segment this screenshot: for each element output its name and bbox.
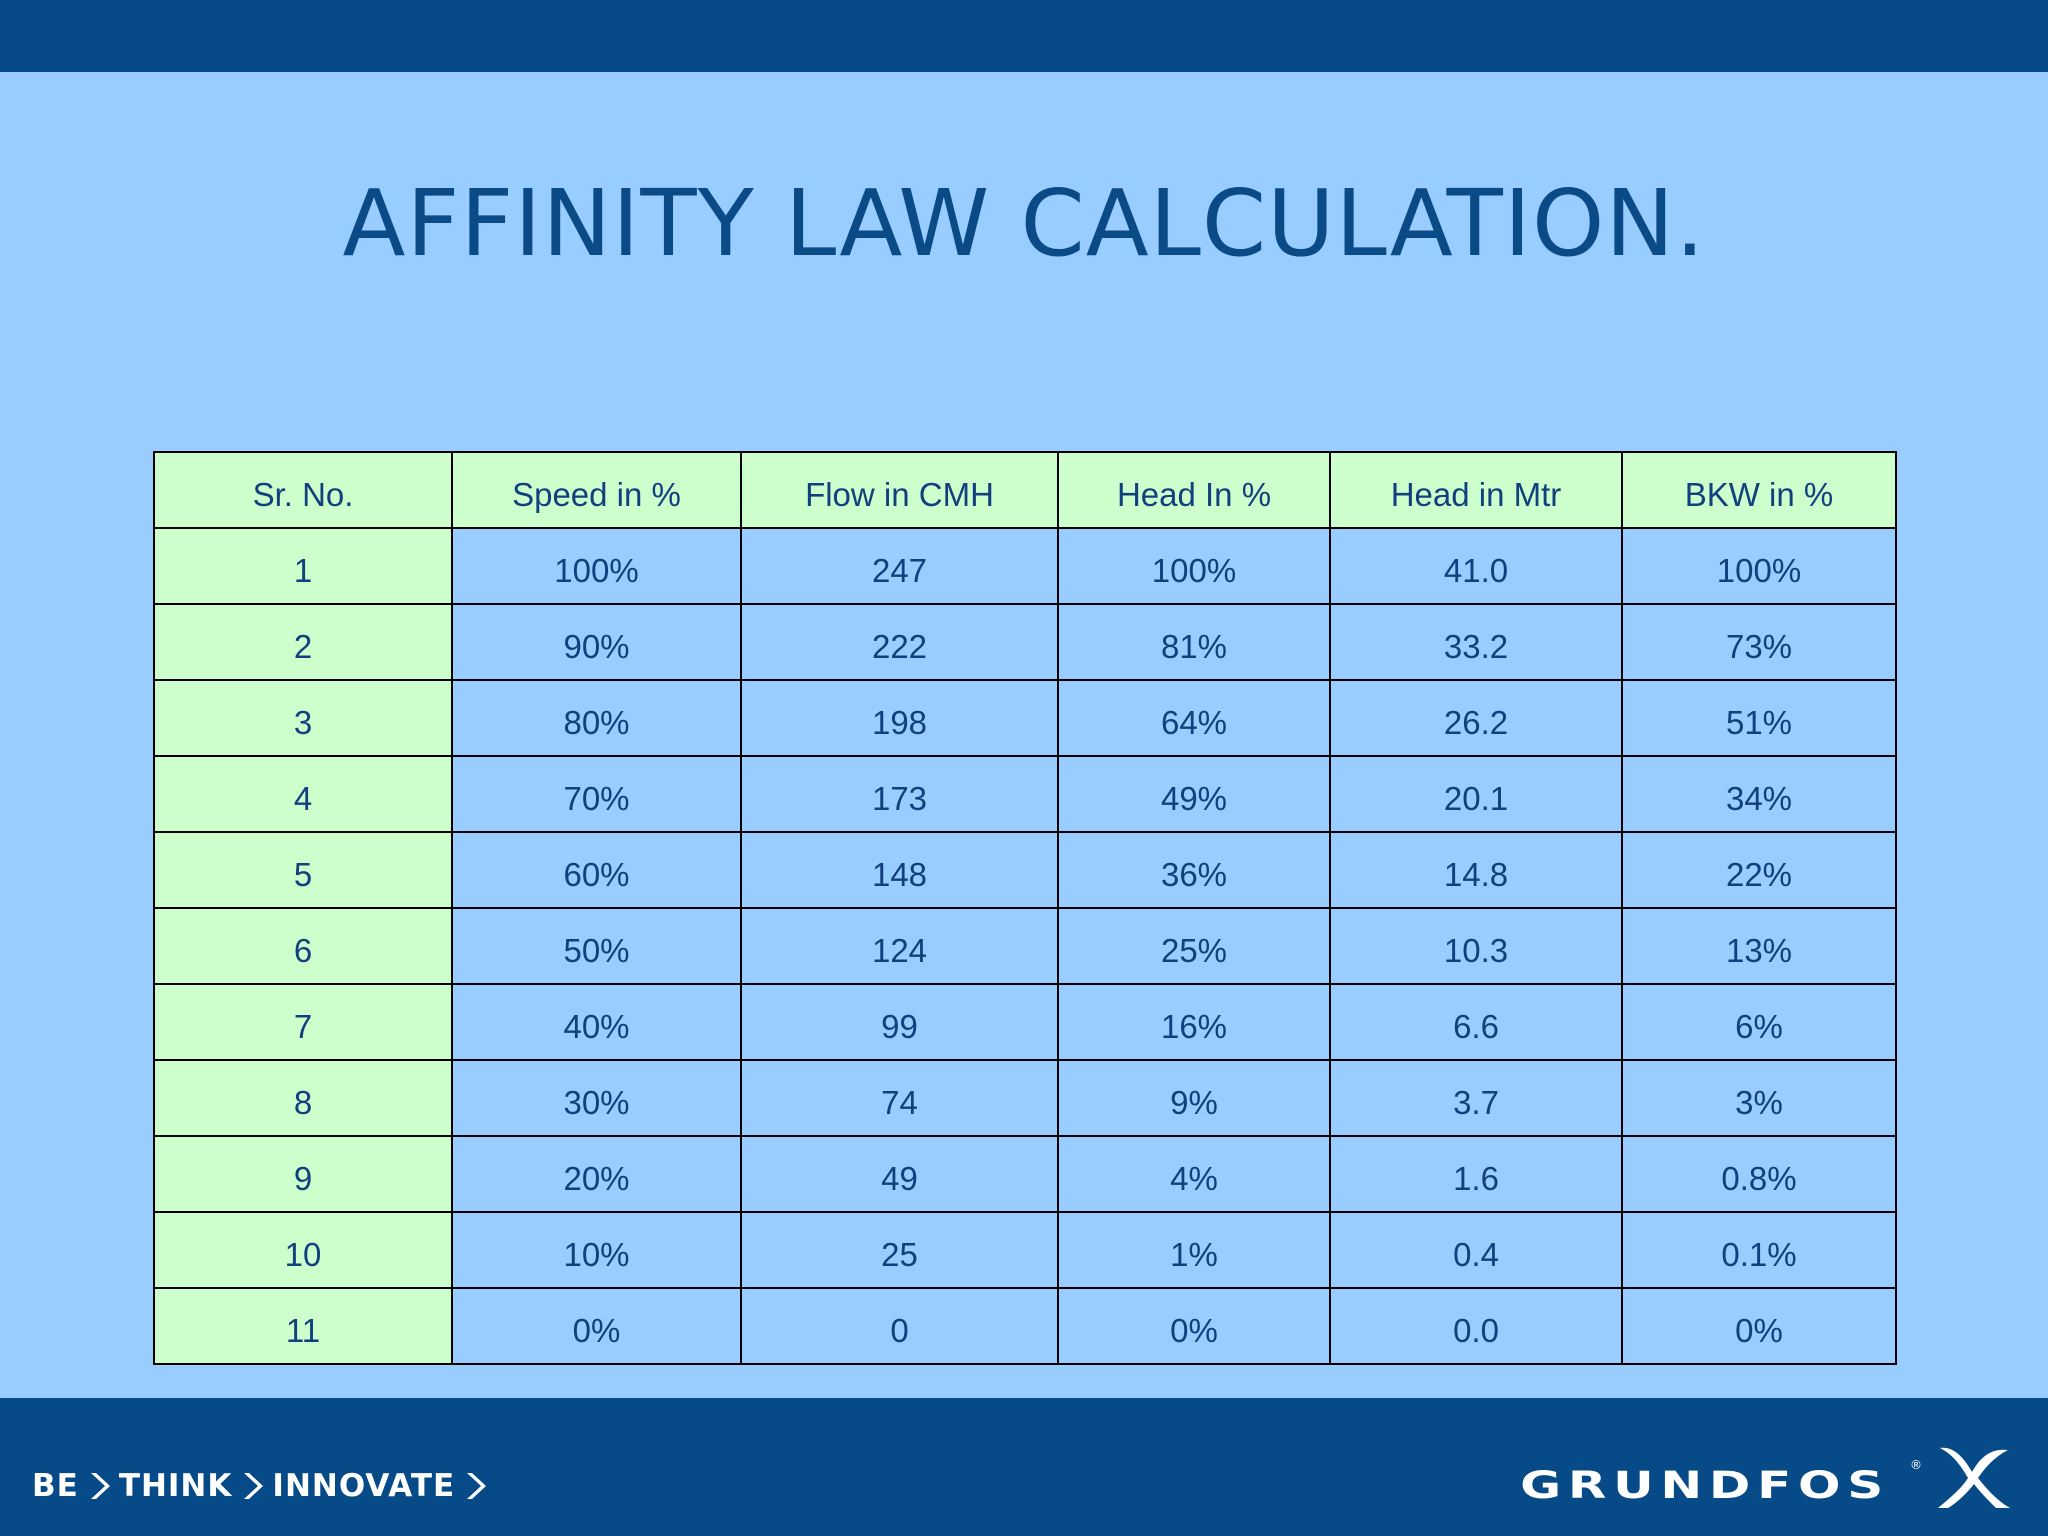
cell-head-percent: 36% [1057,831,1331,909]
grundfos-x-icon [1938,1447,2010,1508]
cell-head-percent: 0% [1057,1287,1331,1365]
header-speed: Speed in % [451,451,742,529]
cell-head-mtr: 0.0 [1329,1287,1623,1365]
logo-wordmark: GRUNDFOS [1520,1464,1890,1507]
cell-head-percent: 49% [1057,755,1331,833]
tagline-think: THINK [118,1468,233,1504]
cell-head-mtr: 41.0 [1329,527,1623,605]
cell-flow: 222 [740,603,1059,681]
header-bkw: BKW in % [1621,451,1897,529]
cell-flow: 74 [740,1059,1059,1137]
cell-bkw: 34% [1621,755,1897,833]
cell-speed: 60% [451,831,742,909]
header-sr-no: Sr. No. [153,451,453,529]
table-row: 9 20% 49 4% 1.6 0.8% [153,1135,1897,1213]
table-row: 10 10% 25 1% 0.4 0.1% [153,1211,1897,1289]
cell-head-mtr: 20.1 [1329,755,1623,833]
cell-bkw: 6% [1621,983,1897,1061]
cell-flow: 25 [740,1211,1059,1289]
chevron-right-icon [90,1473,110,1499]
table-row: 5 60% 148 36% 14.8 22% [153,831,1897,909]
cell-sr-no: 4 [153,755,453,833]
cell-sr-no: 1 [153,527,453,605]
table-row: 3 80% 198 64% 26.2 51% [153,679,1897,757]
cell-head-mtr: 26.2 [1329,679,1623,757]
cell-head-percent: 4% [1057,1135,1331,1213]
cell-speed: 80% [451,679,742,757]
cell-bkw: 13% [1621,907,1897,985]
bottom-banner [0,1398,2048,1536]
header-head-mtr: Head in Mtr [1329,451,1623,529]
cell-bkw: 73% [1621,603,1897,681]
cell-sr-no: 2 [153,603,453,681]
cell-head-percent: 64% [1057,679,1331,757]
table-row: 2 90% 222 81% 33.2 73% [153,603,1897,681]
cell-sr-no: 5 [153,831,453,909]
cell-bkw: 22% [1621,831,1897,909]
table-row: 4 70% 173 49% 20.1 34% [153,755,1897,833]
cell-head-mtr: 33.2 [1329,603,1623,681]
cell-head-mtr: 14.8 [1329,831,1623,909]
cell-speed: 0% [451,1287,742,1365]
cell-flow: 49 [740,1135,1059,1213]
cell-head-percent: 25% [1057,907,1331,985]
cell-sr-no: 7 [153,983,453,1061]
cell-speed: 90% [451,603,742,681]
cell-head-percent: 1% [1057,1211,1331,1289]
cell-sr-no: 8 [153,1059,453,1137]
cell-sr-no: 9 [153,1135,453,1213]
cell-sr-no: 11 [153,1287,453,1365]
cell-bkw: 0.8% [1621,1135,1897,1213]
cell-flow: 173 [740,755,1059,833]
cell-speed: 20% [451,1135,742,1213]
cell-flow: 99 [740,983,1059,1061]
cell-head-percent: 81% [1057,603,1331,681]
cell-flow: 124 [740,907,1059,985]
cell-flow: 0 [740,1287,1059,1365]
cell-bkw: 51% [1621,679,1897,757]
cell-flow: 148 [740,831,1059,909]
cell-head-mtr: 3.7 [1329,1059,1623,1137]
table-header-row: Sr. No. Speed in % Flow in CMH Head In %… [153,451,1897,529]
cell-head-percent: 9% [1057,1059,1331,1137]
cell-sr-no: 10 [153,1211,453,1289]
cell-head-mtr: 6.6 [1329,983,1623,1061]
cell-speed: 70% [451,755,742,833]
slide-title: AFFINITY LAW CALCULATION. [342,170,1706,277]
cell-speed: 40% [451,983,742,1061]
cell-head-mtr: 1.6 [1329,1135,1623,1213]
tagline-innovate: INNOVATE [272,1468,456,1504]
header-head-percent: Head In % [1057,451,1331,529]
header-flow: Flow in CMH [740,451,1059,529]
table-row: 8 30% 74 9% 3.7 3% [153,1059,1897,1137]
cell-speed: 30% [451,1059,742,1137]
grundfos-logo: GRUNDFOS ® [1520,1432,2014,1512]
chevron-right-icon [467,1473,487,1499]
affinity-table: Sr. No. Speed in % Flow in CMH Head In %… [153,451,1897,1365]
cell-speed: 10% [451,1211,742,1289]
tagline-be: BE [32,1468,79,1504]
cell-bkw: 100% [1621,527,1897,605]
cell-head-percent: 16% [1057,983,1331,1061]
cell-speed: 100% [451,527,742,605]
tagline: BE THINK INNOVATE [32,1466,487,1506]
cell-bkw: 3% [1621,1059,1897,1137]
cell-head-mtr: 10.3 [1329,907,1623,985]
cell-bkw: 0% [1621,1287,1897,1365]
table-row: 11 0% 0 0% 0.0 0% [153,1287,1897,1365]
cell-flow: 247 [740,527,1059,605]
cell-bkw: 0.1% [1621,1211,1897,1289]
logo-registered-mark: ® [1910,1458,1922,1472]
chevron-right-icon [244,1473,264,1499]
cell-speed: 50% [451,907,742,985]
cell-head-percent: 100% [1057,527,1331,605]
top-banner [0,0,2048,72]
table-row: 7 40% 99 16% 6.6 6% [153,983,1897,1061]
cell-flow: 198 [740,679,1059,757]
cell-head-mtr: 0.4 [1329,1211,1623,1289]
table-row: 6 50% 124 25% 10.3 13% [153,907,1897,985]
cell-sr-no: 3 [153,679,453,757]
table-row: 1 100% 247 100% 41.0 100% [153,527,1897,605]
cell-sr-no: 6 [153,907,453,985]
